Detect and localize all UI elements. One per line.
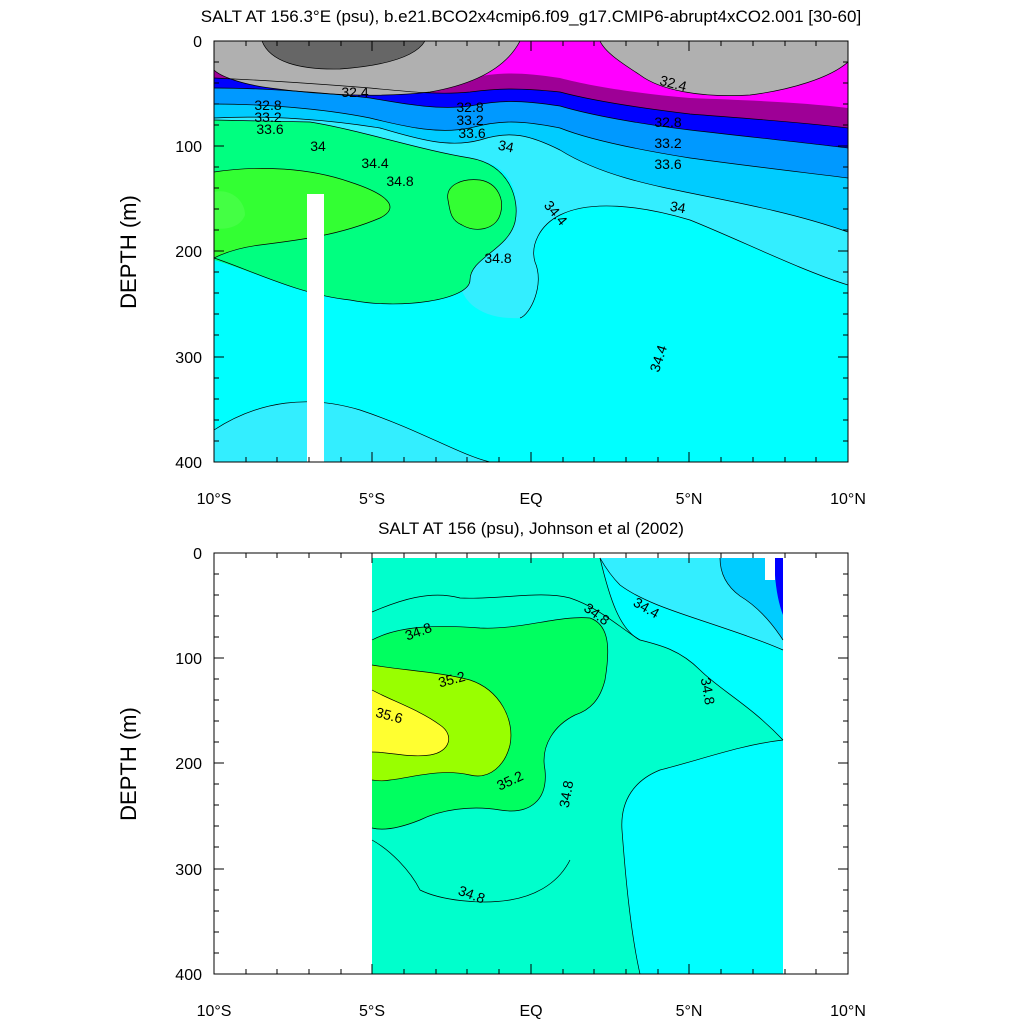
observed-edge-blue [775,558,783,615]
y-tick-label: 0 [193,546,202,563]
contour-label: 33.2 [654,135,681,151]
x-tick-label: 5°S [359,1003,385,1020]
observed-contour-lines [371,557,784,974]
model-depth-axis-label: DEPTH (m) [116,195,141,309]
y-tick-label: 0 [193,34,202,51]
model-missing-data-strip [307,194,324,462]
y-tick-label: 300 [175,350,202,367]
observed-contour-fills [371,557,784,974]
y-tick-label: 100 [175,139,202,156]
x-tick-label: 10°N [830,1003,866,1020]
model-contour-fills [214,41,848,462]
contour-label: 33.6 [654,156,681,172]
y-tick-label: 400 [175,455,202,472]
contour-label: 34 [310,138,326,154]
x-tick-label: 10°N [830,491,866,508]
fill-34.0-34.4-deep [214,401,490,462]
y-tick-label: 200 [175,756,202,773]
fill-above-36.0 [372,690,449,756]
observed-y-ticks [214,552,848,975]
x-tick-label: 5°N [676,1003,703,1020]
y-tick-label: 100 [175,651,202,668]
contour-label: 33.6 [256,121,283,137]
fill-34.0-34.4-b [600,558,783,650]
y-tick-label: 400 [175,967,202,984]
model-salinity-panel: SALT AT 156.3°E (psu), b.e21.BCO2x4cmip6… [116,7,866,508]
fill-34.4-34.8 [600,558,783,974]
observed-panel-title: SALT AT 156 (psu), Johnson et al (2002) [378,519,684,538]
model-contour-lines [214,41,848,462]
fill-32.0-32.4-b [600,41,848,96]
x-tick-label: 10°S [197,1003,232,1020]
model-contour-labels: 32.4 32.4 32.8 32.8 32.8 33.2 33.2 33.2 … [254,72,688,374]
x-tick-label: EQ [519,491,542,508]
model-panel-title: SALT AT 156.3°E (psu), b.e21.BCO2x4cmip6… [201,7,861,26]
contour-label: 34 [497,137,516,156]
contour-label: 35.2 [436,668,467,691]
contour-label: 32.8 [254,97,281,113]
observed-depth-axis-label: DEPTH (m) [116,707,141,821]
model-x-ticks [213,41,849,462]
fill-35.6-core [214,191,245,229]
model-y-ticks [214,40,848,463]
x-tick-label: 5°N [676,491,703,508]
x-tick-label: 5°S [359,491,385,508]
contour-label: 34 [669,198,687,216]
fill-35.2-core-b [447,179,502,230]
contour-label: 33.6 [458,125,485,141]
contour-label: 34.8 [556,779,577,809]
fill-35.2-core-a [214,168,390,258]
y-tick-label: 300 [175,862,202,879]
contour-label: 35.6 [374,704,405,727]
observed-edge-gap [765,558,775,580]
y-tick-label: 200 [175,244,202,261]
contour-label: 33.2 [254,109,281,125]
x-tick-label: 10°S [197,491,232,508]
contour-label: 32.4 [341,84,368,100]
fill-below-32.0 [262,41,425,70]
observed-salinity-panel: SALT AT 156 (psu), Johnson et al (2002) … [116,519,866,1020]
contour-label: 34.8 [386,173,413,189]
contour-label: 32.8 [456,99,483,115]
contour-label: 34.8 [698,676,719,706]
observed-x-ticks [213,553,849,974]
contour-label: 33.2 [456,112,483,128]
contour-label: 34.4 [361,155,388,171]
contour-label: 32.8 [654,114,681,130]
contour-label: 34.8 [484,250,511,266]
contour-label: 32.4 [658,72,689,95]
x-tick-label: EQ [519,1003,542,1020]
